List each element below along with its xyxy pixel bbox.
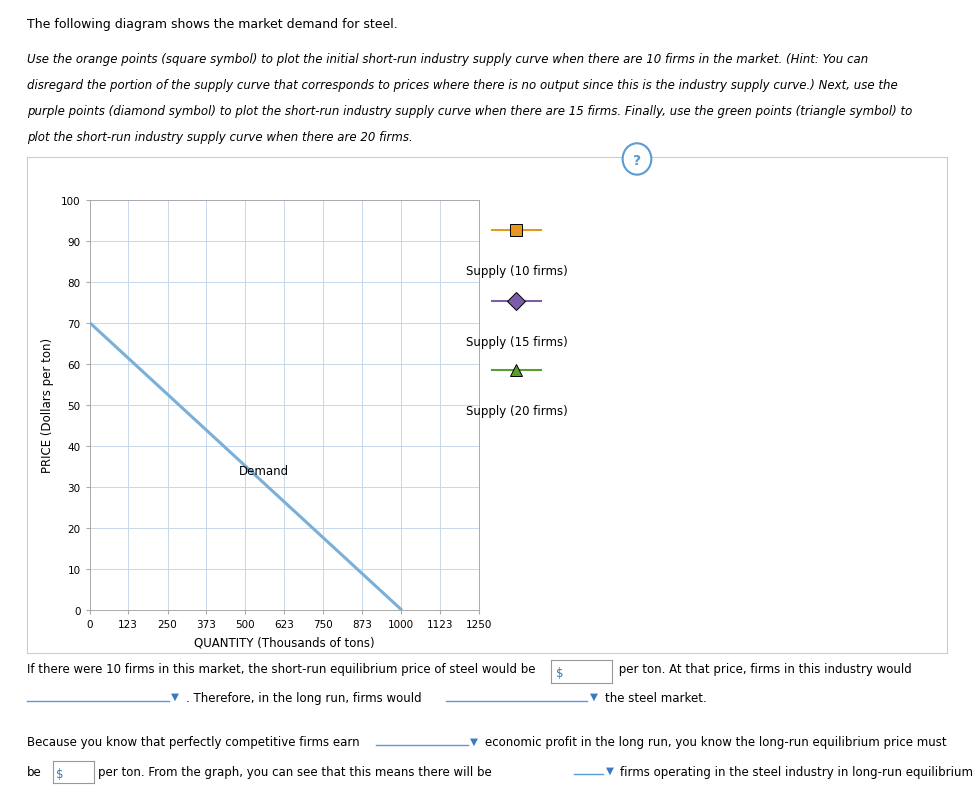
Text: firms operating in the steel industry in long-run equilibrium.: firms operating in the steel industry in… [620,765,974,778]
Text: per ton. From the graph, you can see that this means there will be: per ton. From the graph, you can see tha… [98,765,492,778]
Text: ▼: ▼ [606,765,614,775]
Text: . Therefore, in the long run, firms would: . Therefore, in the long run, firms woul… [186,691,422,704]
Text: If there were 10 firms in this market, the short-run equilibrium price of steel : If there were 10 firms in this market, t… [27,663,540,676]
Text: Supply (15 firms): Supply (15 firms) [466,336,567,349]
Text: ▼: ▼ [470,736,478,745]
Text: ?: ? [633,153,641,167]
Text: The following diagram shows the market demand for steel.: The following diagram shows the market d… [27,18,398,31]
X-axis label: QUANTITY (Thousands of tons): QUANTITY (Thousands of tons) [194,636,375,649]
Text: Because you know that perfectly competitive firms earn: Because you know that perfectly competit… [27,736,360,749]
Text: Use the orange points (square symbol) to plot the initial short-run industry sup: Use the orange points (square symbol) to… [27,53,869,66]
Text: Supply (20 firms): Supply (20 firms) [466,405,567,418]
Text: purple points (diamond symbol) to plot the short-run industry supply curve when : purple points (diamond symbol) to plot t… [27,105,913,118]
Y-axis label: PRICE (Dollars per ton): PRICE (Dollars per ton) [41,337,54,473]
Text: $: $ [556,666,564,679]
Text: disregard the portion of the supply curve that corresponds to prices where there: disregard the portion of the supply curv… [27,79,898,92]
Text: per ton. At that price, firms in this industry would: per ton. At that price, firms in this in… [615,663,912,676]
Text: Supply (10 firms): Supply (10 firms) [466,264,567,277]
Circle shape [622,144,652,175]
Text: be: be [27,765,42,778]
Text: $: $ [56,766,63,779]
Text: Demand: Demand [240,464,289,477]
Text: ▼: ▼ [171,691,179,701]
Text: plot the short-run industry supply curve when there are 20 firms.: plot the short-run industry supply curve… [27,131,413,144]
Text: economic profit in the long run, you know the long-run equilibrium price must: economic profit in the long run, you kno… [485,736,947,749]
Text: the steel market.: the steel market. [605,691,706,704]
Text: ▼: ▼ [590,691,598,701]
